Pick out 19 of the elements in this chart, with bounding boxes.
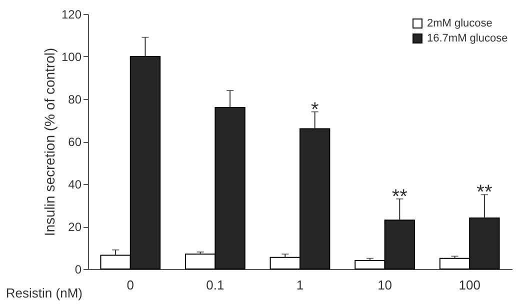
y-tick-label: 100 xyxy=(61,50,82,64)
x-tick-label: 0.1 xyxy=(206,278,224,292)
legend-label: 2mM glucose xyxy=(427,18,492,30)
y-tick-label: 80 xyxy=(68,92,82,106)
annotation: ** xyxy=(392,186,408,208)
y-tick-label: 120 xyxy=(61,8,82,22)
y-tick-label: 20 xyxy=(68,220,82,234)
x-tick-label: 100 xyxy=(458,278,480,292)
x-tick-label: 1 xyxy=(296,278,304,292)
y-tick-label: 40 xyxy=(68,178,82,192)
annotation: ** xyxy=(476,182,492,204)
legend-label: 16.7mM glucose xyxy=(427,32,508,44)
annotation: * xyxy=(310,98,319,121)
x-tick-label: 10 xyxy=(378,278,392,292)
y-tick-label: 60 xyxy=(68,135,82,149)
x-axis-title: Resistin (nM) xyxy=(6,286,82,300)
y-axis-title: Insulin secretion (% of control) xyxy=(41,48,58,236)
y-tick-label: 0 xyxy=(74,262,82,276)
x-tick-label: 0 xyxy=(126,278,134,292)
